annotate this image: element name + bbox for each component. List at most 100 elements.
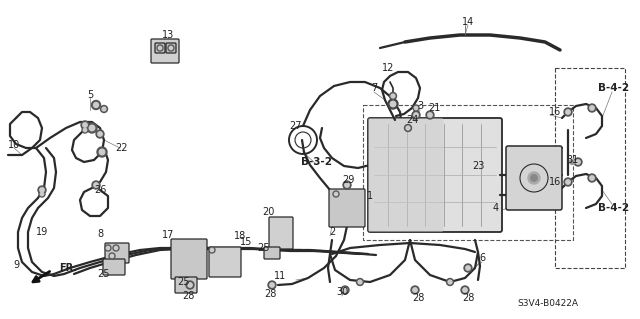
FancyBboxPatch shape [329,189,365,227]
Text: 29: 29 [342,175,354,185]
Text: 5: 5 [87,90,93,100]
Circle shape [158,46,162,50]
Circle shape [461,286,469,294]
Circle shape [38,186,46,194]
Circle shape [115,246,118,250]
Text: 16: 16 [549,177,561,187]
Text: S3V4-B0422A: S3V4-B0422A [518,300,579,308]
Circle shape [463,288,467,292]
FancyBboxPatch shape [368,118,502,232]
Circle shape [448,280,452,284]
Circle shape [412,111,420,119]
Text: 28: 28 [412,293,424,303]
Circle shape [588,174,596,182]
Circle shape [92,181,100,189]
Text: 18: 18 [234,231,246,241]
Circle shape [93,102,99,108]
Circle shape [413,288,417,292]
Circle shape [89,125,95,131]
Text: 20: 20 [262,207,274,217]
FancyBboxPatch shape [166,43,176,53]
Text: 27: 27 [289,121,301,131]
Circle shape [157,45,163,51]
Text: FR.: FR. [59,263,77,273]
Circle shape [188,283,192,287]
FancyBboxPatch shape [151,39,179,63]
Circle shape [186,281,194,289]
Text: 17: 17 [162,230,174,240]
Circle shape [564,108,572,116]
Text: 28: 28 [182,291,194,301]
Circle shape [466,266,470,270]
Text: 1: 1 [367,191,373,201]
FancyBboxPatch shape [264,247,280,259]
Circle shape [411,286,419,294]
Circle shape [404,124,412,131]
Circle shape [413,105,419,111]
Circle shape [356,278,364,286]
Text: 4: 4 [493,203,499,213]
Text: 8: 8 [97,229,103,239]
Circle shape [92,100,100,109]
Circle shape [87,123,97,133]
Text: B-4-2: B-4-2 [598,203,630,213]
FancyBboxPatch shape [105,243,129,263]
Circle shape [170,46,173,50]
Circle shape [113,245,119,251]
Circle shape [40,188,44,192]
Circle shape [426,111,434,119]
Circle shape [40,192,44,196]
Circle shape [341,286,349,294]
Text: 2: 2 [329,227,335,237]
Text: 14: 14 [462,17,474,27]
Circle shape [102,107,106,111]
Circle shape [81,121,89,129]
Text: 12: 12 [382,63,394,73]
Text: 9: 9 [13,260,19,270]
Circle shape [570,160,575,165]
Circle shape [209,247,215,253]
FancyBboxPatch shape [269,217,293,249]
FancyBboxPatch shape [506,146,562,210]
Text: 25: 25 [98,269,110,279]
Text: 23: 23 [472,161,484,171]
Circle shape [345,183,349,187]
Text: 13: 13 [162,30,174,40]
Text: 28: 28 [462,293,474,303]
Text: 10: 10 [8,140,20,150]
Text: 31: 31 [566,155,578,165]
Circle shape [391,94,395,98]
Circle shape [590,106,594,110]
FancyBboxPatch shape [175,277,197,293]
Circle shape [566,110,570,114]
Text: B-4-2: B-4-2 [598,83,630,93]
Text: 21: 21 [428,103,440,113]
Circle shape [564,178,572,186]
Circle shape [428,113,432,117]
Circle shape [334,192,338,196]
Text: 28: 28 [264,289,276,299]
Circle shape [98,132,102,136]
Text: 16: 16 [549,107,561,117]
Circle shape [83,128,86,132]
Circle shape [406,126,410,130]
Circle shape [447,278,454,286]
Text: 15: 15 [240,237,252,247]
Text: B-3-2: B-3-2 [301,157,332,167]
Circle shape [168,45,174,51]
Circle shape [528,172,540,184]
Circle shape [414,113,418,117]
Circle shape [96,130,104,138]
FancyBboxPatch shape [171,239,207,279]
Text: 3: 3 [417,101,423,111]
Circle shape [82,127,88,133]
FancyBboxPatch shape [209,247,241,277]
Circle shape [110,254,114,258]
Circle shape [270,283,274,287]
Circle shape [566,180,570,184]
Circle shape [97,147,107,157]
Circle shape [590,176,594,180]
FancyBboxPatch shape [103,259,125,275]
FancyBboxPatch shape [155,43,165,53]
Circle shape [100,106,108,113]
